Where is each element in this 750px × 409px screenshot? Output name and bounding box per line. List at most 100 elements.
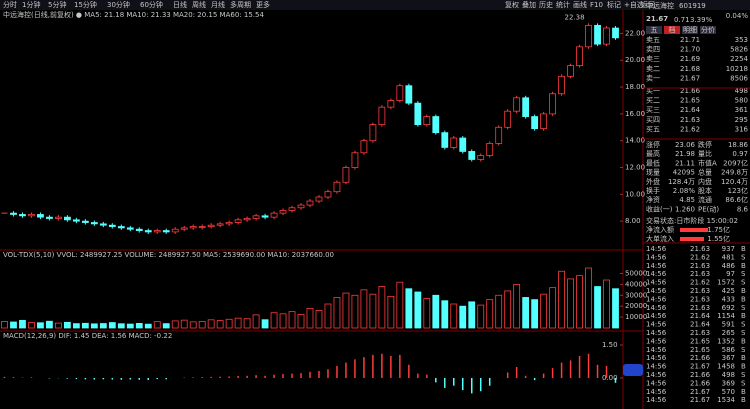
tick-side: S xyxy=(741,371,746,379)
period-tab[interactable]: 分时 xyxy=(3,0,17,9)
tick-volume: 1458 xyxy=(717,363,735,371)
tool-button[interactable]: 标记 xyxy=(607,0,621,9)
tool-button[interactable]: 历史 xyxy=(539,0,553,9)
flow-value: 1.55亿 xyxy=(707,234,730,243)
period-tab[interactable]: 5分钟 xyxy=(48,0,66,9)
tab[interactable]: 分价 xyxy=(701,25,715,34)
tab[interactable]: 明细 xyxy=(683,25,697,34)
candle xyxy=(198,226,206,228)
volume-bar xyxy=(495,294,503,329)
tick-price: 21.65 xyxy=(690,337,710,345)
stat-value: 21.11 xyxy=(675,159,695,167)
candle xyxy=(10,212,17,215)
tick-time: 14:56 xyxy=(646,379,667,387)
flow-label: 净流入额 xyxy=(646,225,674,234)
candle xyxy=(171,228,179,233)
stat-value: 4.85 xyxy=(679,196,695,204)
volume-bar xyxy=(126,323,134,329)
tool-button[interactable]: F10 xyxy=(590,1,603,9)
period-tab[interactable]: 日线 xyxy=(173,0,187,9)
tab-bg[interactable] xyxy=(664,26,680,34)
tick-side: B xyxy=(741,262,746,270)
volume-bar xyxy=(108,322,116,329)
volume-bar xyxy=(198,321,206,329)
volume-bar xyxy=(324,303,332,329)
tick-volume: 97 xyxy=(726,270,735,278)
volume-bar xyxy=(28,322,35,329)
tick-price: 21.63 xyxy=(690,262,710,270)
period-tab[interactable]: 15分钟 xyxy=(74,0,97,9)
stat-value: 21.98 xyxy=(675,150,695,158)
tool-button[interactable]: 画线 xyxy=(573,0,587,9)
volume-bar xyxy=(360,289,368,329)
period-tab[interactable]: 周线 xyxy=(192,0,206,9)
tab-bg[interactable] xyxy=(700,26,716,34)
stock-code: 601919 xyxy=(679,2,706,10)
tick-side: B xyxy=(741,287,746,295)
volume-bar xyxy=(423,298,431,329)
period-tab[interactable]: 更多 xyxy=(256,0,270,9)
tool-button[interactable]: 复权 xyxy=(505,0,519,9)
tick-side: B xyxy=(741,337,746,345)
tab[interactable]: 档 xyxy=(669,25,676,34)
tick-volume: 433 xyxy=(722,295,735,303)
volume-bar xyxy=(261,319,269,329)
period-tab[interactable]: 30分钟 xyxy=(107,0,130,9)
volume-bar xyxy=(99,323,107,329)
candle xyxy=(504,110,512,128)
book-volume: 5826 xyxy=(730,46,748,54)
tool-button[interactable]: +自选 xyxy=(624,0,644,9)
tab[interactable]: 五 xyxy=(651,26,658,34)
tick-side: S xyxy=(741,304,746,312)
volume-bar xyxy=(234,317,242,329)
zoom-button[interactable] xyxy=(623,364,643,376)
book-price: 21.66 xyxy=(680,87,701,95)
volume-bar xyxy=(333,297,341,329)
candle xyxy=(612,27,619,39)
period-tab[interactable]: 多周期 xyxy=(230,0,251,9)
period-tab[interactable]: 1分钟 xyxy=(22,0,40,9)
volume-bar xyxy=(243,318,251,329)
tool-button[interactable]: 叠加 xyxy=(522,0,536,9)
volume-bar xyxy=(558,270,565,329)
candle xyxy=(333,181,341,193)
tick-volume: 1572 xyxy=(717,279,735,287)
volume-bar xyxy=(585,267,592,329)
tick-price: 21.63 xyxy=(690,295,710,303)
volume-bar xyxy=(459,305,467,329)
volume-bar xyxy=(90,323,98,329)
book-price: 21.64 xyxy=(680,106,701,114)
volume-bar xyxy=(576,275,583,329)
candle xyxy=(423,116,431,126)
tab-bg[interactable] xyxy=(682,26,698,34)
tick-volume: 1154 xyxy=(717,312,735,320)
tick-time: 14:56 xyxy=(646,312,667,320)
stock-name: 中远海控 xyxy=(646,1,674,10)
volume-bar xyxy=(252,314,260,329)
candle xyxy=(342,167,350,183)
stat-label: 跌停 xyxy=(698,140,712,149)
tool-button[interactable]: 统计 xyxy=(556,0,570,9)
period-tab[interactable]: 月线 xyxy=(211,0,225,9)
stat-value: 42095 xyxy=(673,169,695,177)
book-volume: 498 xyxy=(735,87,748,95)
candle xyxy=(531,116,539,130)
book-volume: 2254 xyxy=(730,55,748,63)
candle xyxy=(387,100,395,108)
tool-button[interactable]: 返回 xyxy=(641,1,655,9)
flow-value: 1.75亿 xyxy=(707,225,730,234)
candle xyxy=(144,230,152,233)
tab-bg[interactable] xyxy=(646,26,662,34)
tick-side: B xyxy=(741,363,746,371)
tick-volume: 481 xyxy=(722,253,735,261)
stat-value: 0.97 xyxy=(732,150,748,158)
period-tab[interactable]: 60分钟 xyxy=(140,0,163,9)
y-tick-label: 14.00 xyxy=(625,137,645,145)
tick-side: S xyxy=(741,253,746,261)
book-volume: 580 xyxy=(735,97,748,105)
y-tick-label: 1.50 xyxy=(602,341,618,349)
volume-bar xyxy=(270,312,278,329)
volume-bar xyxy=(369,293,377,329)
book-volume: 316 xyxy=(735,125,749,133)
volume-bar xyxy=(297,313,305,329)
